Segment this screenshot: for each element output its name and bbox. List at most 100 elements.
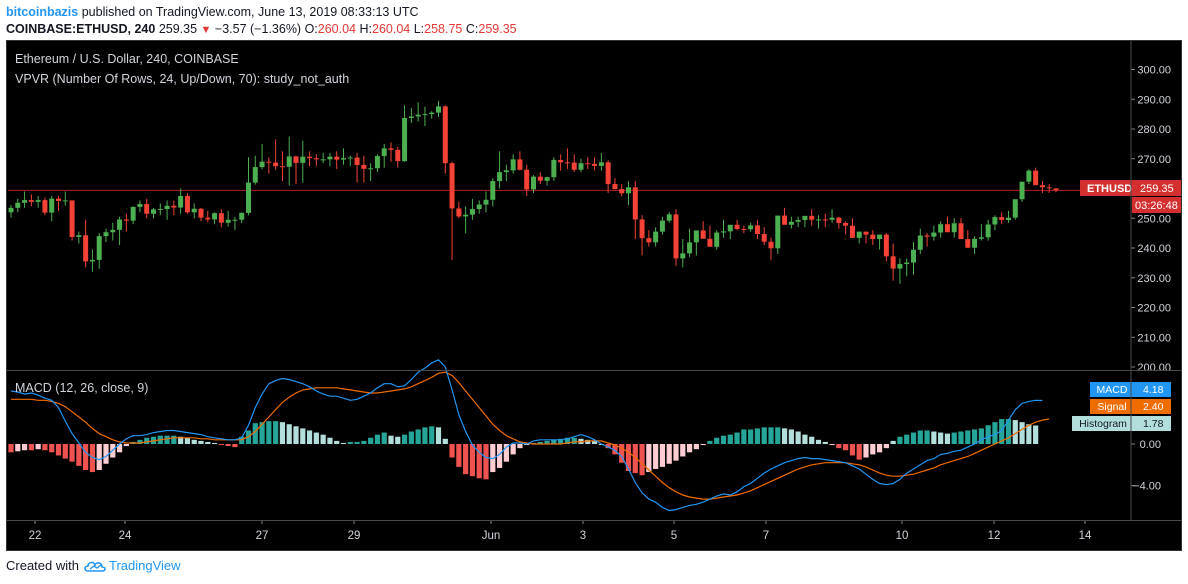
candle-body bbox=[761, 234, 767, 242]
histogram-bar bbox=[904, 434, 910, 444]
time-axis: 22 24 27 29 Jun 3 5 7 10 12 14 bbox=[29, 520, 1092, 542]
histogram-bar bbox=[876, 444, 883, 453]
histogram-bar bbox=[870, 444, 876, 455]
candle-body bbox=[972, 238, 978, 248]
histogram-bar bbox=[1012, 420, 1018, 444]
low-label: L: bbox=[413, 22, 425, 36]
histogram-bar bbox=[205, 441, 211, 444]
candle-body bbox=[110, 229, 116, 233]
candle-body bbox=[76, 235, 82, 237]
histogram-bar bbox=[571, 437, 577, 444]
publish-info: bitcoinbazis published on TradingView.co… bbox=[6, 5, 419, 19]
candle-body bbox=[707, 238, 713, 247]
candle-body bbox=[144, 203, 150, 214]
candle-body bbox=[578, 163, 584, 170]
histogram-bar bbox=[273, 421, 279, 444]
histogram-bar bbox=[727, 434, 733, 444]
chart-title: Ethereum / U.S. Dollar, 240, COINBASE bbox=[15, 52, 239, 66]
histogram-bar bbox=[469, 444, 476, 477]
author-link[interactable]: bitcoinbazis bbox=[6, 5, 79, 19]
countdown-text: 03:26:48 bbox=[1135, 200, 1178, 212]
chart-frame[interactable] bbox=[6, 40, 1182, 551]
candle-body bbox=[239, 212, 245, 220]
histogram-bar bbox=[639, 444, 645, 476]
histogram-bar bbox=[924, 430, 930, 444]
histogram-bar bbox=[55, 444, 62, 456]
histogram-bar bbox=[748, 429, 754, 444]
close-value: 259.35 bbox=[478, 22, 517, 36]
tradingview-logo[interactable]: TradingView bbox=[83, 558, 181, 573]
price-tag-symbol: ETHUSD bbox=[1087, 183, 1132, 195]
histogram-bar bbox=[76, 444, 82, 466]
countdown-bg bbox=[1132, 197, 1181, 213]
candle-body bbox=[408, 116, 414, 118]
candle-body bbox=[653, 231, 659, 243]
candle-body bbox=[619, 189, 625, 194]
created-with-text: Created with bbox=[6, 558, 79, 573]
histogram-bar bbox=[564, 437, 571, 444]
histogram-bar bbox=[775, 427, 781, 444]
candle-body bbox=[782, 215, 788, 225]
histogram-bar bbox=[144, 437, 150, 444]
histogram-bar bbox=[829, 444, 835, 446]
macd-title: MACD (12, 26, close, 9) bbox=[15, 381, 148, 395]
histogram-bar bbox=[483, 444, 489, 480]
candle-body bbox=[300, 156, 306, 163]
candle-body bbox=[469, 209, 475, 215]
candle-body bbox=[497, 172, 503, 182]
histogram-bar bbox=[761, 427, 767, 444]
candle-body bbox=[361, 164, 367, 169]
histogram-bar bbox=[503, 444, 509, 462]
macd-tag-name: Histogram bbox=[1079, 418, 1127, 430]
candle-body bbox=[8, 207, 14, 213]
candle-body bbox=[571, 162, 577, 170]
histogram-bar bbox=[21, 444, 28, 451]
candle-body bbox=[171, 205, 177, 208]
candle-body bbox=[809, 215, 815, 220]
candle-body bbox=[449, 163, 455, 209]
histogram-bar bbox=[123, 444, 129, 447]
histogram-bar bbox=[843, 444, 849, 451]
histogram-bar bbox=[965, 430, 971, 444]
candle-body bbox=[191, 208, 197, 213]
histogram-bar bbox=[334, 440, 340, 444]
histogram-bar bbox=[1033, 425, 1039, 444]
histogram-bar bbox=[646, 444, 652, 473]
low-value: 258.75 bbox=[424, 22, 463, 36]
candle-body bbox=[775, 215, 781, 249]
candle-body bbox=[870, 234, 876, 240]
candle-body bbox=[313, 158, 319, 160]
histogram-bar bbox=[456, 444, 462, 467]
histogram-bar bbox=[354, 441, 360, 444]
macd-tick-label: 0.00 bbox=[1140, 439, 1161, 451]
histogram-bar bbox=[863, 444, 869, 458]
histogram-bar bbox=[809, 436, 815, 444]
histogram-bar bbox=[422, 427, 428, 444]
candle-body bbox=[96, 236, 102, 260]
candle-body bbox=[212, 213, 218, 220]
candle-body bbox=[816, 219, 821, 221]
candle-body bbox=[863, 231, 869, 235]
candle-body bbox=[347, 157, 353, 159]
macd-tag-name: Signal bbox=[1097, 401, 1126, 413]
histogram-bar bbox=[42, 444, 48, 451]
candle-body bbox=[334, 156, 340, 160]
histogram-bar bbox=[286, 424, 292, 444]
macd-tags: MACD 4.18 Signal 2.40 Histogram 1.78 bbox=[1072, 382, 1171, 431]
candle-body bbox=[944, 224, 950, 233]
histogram-bar bbox=[293, 426, 299, 444]
histogram-bar bbox=[659, 444, 666, 467]
candle-body bbox=[137, 203, 143, 207]
macd-tag-name-bg bbox=[1090, 399, 1134, 414]
candle-body bbox=[259, 161, 265, 168]
candle-body bbox=[680, 253, 686, 259]
histogram-bar bbox=[435, 427, 442, 444]
histogram-bar bbox=[211, 442, 218, 444]
candle-body bbox=[293, 156, 299, 163]
histogram-bar bbox=[496, 444, 503, 468]
candle-body bbox=[307, 156, 313, 159]
histogram-bar bbox=[897, 436, 903, 444]
histogram-bar bbox=[714, 437, 720, 444]
histogram-bar bbox=[836, 444, 842, 449]
